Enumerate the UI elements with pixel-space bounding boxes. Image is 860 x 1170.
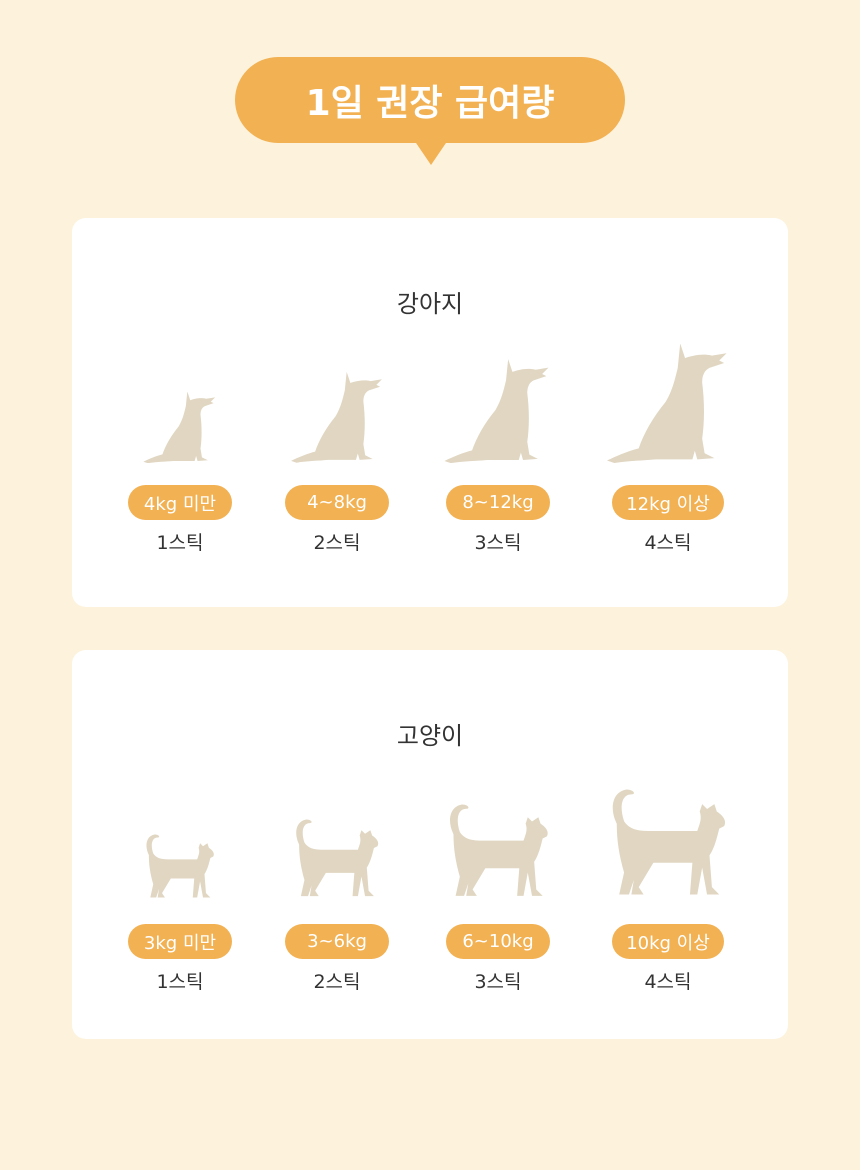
weight-badge: 6~10kg (446, 924, 550, 959)
weight-badge: 4kg 미만 (128, 485, 232, 520)
sitting-dog-icon (290, 372, 382, 463)
sitting-dog-icon-wrap (441, 333, 554, 463)
cat-size-item: 3~6kg 2스틱 (257, 772, 417, 994)
stick-amount: 2스틱 (313, 971, 361, 993)
sitting-dog-icon (607, 343, 727, 463)
cat-card: 고양이 3kg 미만 1스틱 3~6kg 2스틱 6~10kg 3스틱 10kg… (72, 650, 788, 1039)
dog-card-title: 강아지 (396, 290, 464, 318)
weight-badge: 12kg 이상 (612, 485, 724, 520)
standing-cat-icon-wrap (445, 772, 551, 902)
weight-badge: 4~8kg (285, 485, 389, 520)
stick-amount: 4스틱 (644, 971, 692, 993)
dog-card: 강아지 4kg 미만 1스틱 4~8kg 2스틱 8~12kg 3스틱 12kg… (72, 218, 788, 607)
cat-size-item: 3kg 미만 1스틱 (100, 772, 260, 994)
sitting-dog-icon-wrap (288, 333, 387, 463)
cat-size-item: 6~10kg 3스틱 (418, 772, 578, 994)
sitting-dog-icon-wrap (141, 333, 219, 463)
speech-bubble-tail (414, 140, 448, 165)
stick-amount: 4스틱 (644, 532, 692, 554)
sitting-dog-icon (143, 391, 216, 463)
standing-cat-icon (296, 819, 379, 897)
stick-amount: 1스틱 (156, 532, 204, 554)
stick-amount: 1스틱 (156, 971, 204, 993)
stick-amount: 3스틱 (474, 971, 522, 993)
stick-amount: 2스틱 (313, 532, 361, 554)
page-title: 1일 권장 급여량 (305, 83, 555, 124)
standing-cat-icon-wrap (143, 772, 216, 902)
title-banner: 1일 권장 급여량 (235, 57, 625, 143)
weight-badge: 8~12kg (446, 485, 550, 520)
standing-cat-icon-wrap (607, 772, 729, 902)
dog-size-item: 12kg 이상 4스틱 (588, 333, 748, 555)
dog-size-item: 8~12kg 3스틱 (418, 333, 578, 555)
dog-size-item: 4kg 미만 1스틱 (100, 333, 260, 555)
standing-cat-icon (612, 789, 726, 895)
cat-size-item: 10kg 이상 4스틱 (588, 772, 748, 994)
cat-card-title: 고양이 (396, 722, 464, 750)
standing-cat-icon-wrap (292, 772, 381, 902)
sitting-dog-icon-wrap (603, 333, 733, 463)
dog-size-item: 4~8kg 2스틱 (257, 333, 417, 555)
sitting-dog-icon (444, 358, 549, 463)
weight-badge: 3~6kg (285, 924, 389, 959)
stick-amount: 3스틱 (474, 532, 522, 554)
standing-cat-icon (449, 804, 548, 896)
standing-cat-icon (146, 834, 215, 898)
weight-badge: 10kg 이상 (612, 924, 724, 959)
weight-badge: 3kg 미만 (128, 924, 232, 959)
